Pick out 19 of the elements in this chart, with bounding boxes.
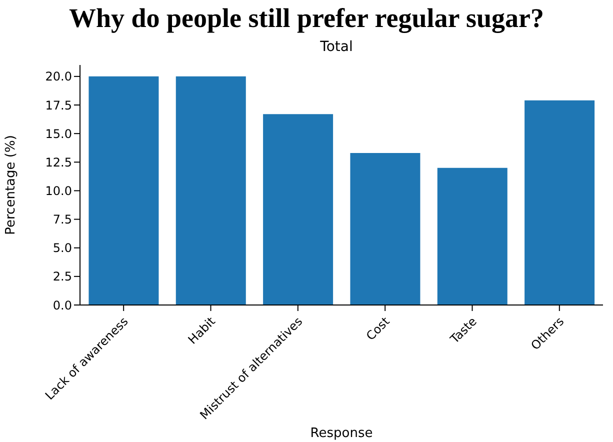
bar <box>524 100 595 305</box>
y-tick-label: 5.0 <box>52 241 72 256</box>
y-tick-label: 20.0 <box>45 70 72 84</box>
bar <box>350 153 420 305</box>
bar <box>263 114 334 305</box>
bar <box>176 76 246 305</box>
chart-subtitle: Total <box>319 38 354 57</box>
y-tick-label: 0.0 <box>52 298 72 312</box>
y-tick-label: 15.0 <box>45 126 72 141</box>
y-tick-label: 17.5 <box>45 98 72 112</box>
y-tick-label: 7.5 <box>52 212 72 227</box>
y-tick-label: 12.5 <box>45 155 72 170</box>
y-tick-label: 2.5 <box>52 270 72 284</box>
bar <box>437 168 508 305</box>
y-axis-title: Percentage (%) <box>4 135 19 235</box>
chart-title: Why do people still prefer regular sugar? <box>68 2 545 35</box>
bar <box>88 76 159 305</box>
y-tick-label: 10.0 <box>45 184 72 198</box>
x-axis-title: Response <box>310 426 373 441</box>
